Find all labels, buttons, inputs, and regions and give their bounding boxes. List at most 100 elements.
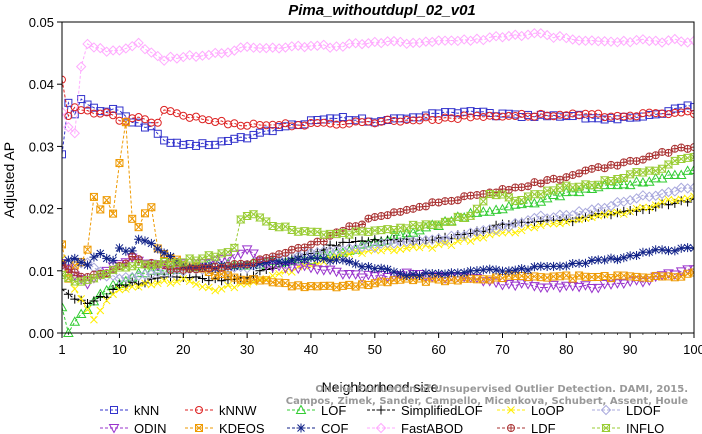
- data-point-ldf: [62, 260, 66, 269]
- data-point-lof: [477, 206, 489, 216]
- data-point-ldf: [421, 202, 430, 211]
- data-point-knn: [415, 113, 424, 122]
- data-point-cof: [529, 262, 539, 272]
- data-point-kdeos: [255, 276, 264, 285]
- data-point-loop: [466, 237, 475, 245]
- data-point-cof: [459, 268, 469, 278]
- data-point-kdeos: [383, 278, 392, 287]
- data-point-loop: [460, 235, 469, 244]
- legend-label: kNN: [134, 403, 159, 418]
- data-point-fastabod: [395, 36, 406, 48]
- data-point-inflo: [670, 156, 680, 165]
- data-point-kdeos: [536, 273, 545, 282]
- data-point-cof: [619, 253, 629, 263]
- data-point-cof: [140, 236, 150, 246]
- data-point-cof: [89, 252, 99, 262]
- series-simplifiedlof: [62, 194, 694, 308]
- data-point-odin: [292, 264, 304, 275]
- data-point-inflo: [657, 164, 667, 173]
- data-point-ldf: [255, 255, 264, 264]
- data-point-knnw: [645, 108, 654, 117]
- data-point-simplifiedlof: [600, 209, 610, 219]
- data-point-fastabod: [82, 38, 93, 50]
- data-point-knnw: [632, 112, 641, 121]
- data-point-knnw: [409, 116, 418, 125]
- data-point-knn: [77, 95, 86, 104]
- plot-frame: [61, 21, 695, 334]
- data-point-loop: [345, 250, 354, 258]
- data-point-loop: [613, 208, 622, 217]
- data-point-cof: [555, 261, 565, 271]
- data-point-simplifiedlof: [676, 196, 686, 206]
- axes: 1 10 20 30 40 50 60 70 80 90 100 0.00 0.01 0.02 0.03 0.…: [29, 15, 702, 357]
- data-point-simplifiedlof: [89, 296, 99, 306]
- data-point-loop: [90, 315, 98, 324]
- data-point-knn: [326, 114, 335, 123]
- data-point-ldf: [600, 164, 609, 173]
- data-point-kdeos: [109, 209, 118, 218]
- data-point-cof: [523, 265, 533, 275]
- data-point-ldof: [133, 270, 144, 282]
- data-point-fastabod: [586, 35, 598, 46]
- data-point-loop: [581, 214, 590, 223]
- data-point-cof: [127, 246, 137, 256]
- data-point-loop: [485, 230, 494, 239]
- data-point-loop: [415, 243, 424, 252]
- data-point-knn: [230, 134, 239, 143]
- data-point-knnw: [651, 109, 660, 118]
- data-point-lof: [522, 197, 534, 207]
- data-point-kdeos: [128, 214, 137, 223]
- data-point-loop: [524, 223, 532, 232]
- data-point-simplifiedlof: [606, 210, 616, 220]
- data-point-kdeos: [243, 276, 252, 285]
- y-tick-label: 0.05: [29, 15, 54, 30]
- data-point-odin: [305, 263, 317, 274]
- data-point-knnw: [77, 106, 86, 115]
- data-point-fastabod: [369, 36, 381, 48]
- data-point-ldof: [363, 240, 374, 252]
- data-point-ldof: [497, 220, 508, 232]
- legend-label: LDOF: [626, 403, 661, 418]
- data-point-kdeos: [555, 272, 564, 281]
- data-point-odin: [216, 254, 227, 265]
- data-point-kdeos: [581, 272, 590, 281]
- data-point-loop: [664, 195, 673, 204]
- data-point-loop: [658, 198, 666, 206]
- data-point-knnw: [89, 109, 98, 118]
- legend-item-cof: COF: [287, 421, 349, 434]
- data-point-cof: [376, 263, 386, 273]
- legend-swatch-marker: [376, 405, 386, 415]
- data-point-odin: [535, 283, 547, 293]
- data-point-lof: [62, 301, 68, 312]
- data-point-cof: [159, 248, 169, 258]
- data-point-ldf: [434, 198, 443, 207]
- data-point-cof: [344, 257, 354, 267]
- data-point-knn: [447, 108, 456, 117]
- data-point-ldf: [594, 163, 603, 172]
- data-point-cof: [280, 258, 290, 268]
- data-point-odin: [197, 259, 208, 269]
- credit-line-1: On the Evaluation of Unsupervised Outlie…: [315, 384, 688, 395]
- data-point-simplifiedlof: [95, 292, 105, 302]
- data-point-kdeos: [664, 272, 673, 281]
- data-point-knnw: [670, 108, 679, 117]
- data-point-inflo: [229, 243, 240, 252]
- data-point-ldf: [575, 169, 584, 178]
- data-point-ldof: [388, 238, 400, 249]
- credit-line-2: Campos, Zimek, Sander, Campello, Micenko…: [286, 396, 688, 407]
- data-point-lof: [631, 176, 642, 186]
- data-point-kdeos: [230, 273, 239, 282]
- data-point-ldof: [618, 196, 629, 208]
- data-point-inflo: [459, 214, 469, 223]
- data-point-ldf: [581, 166, 590, 175]
- data-point-lof: [490, 204, 502, 214]
- legend-swatch-marker: [195, 406, 203, 414]
- data-point-cof: [306, 253, 316, 263]
- data-point-cof: [363, 262, 373, 272]
- data-point-ldf: [517, 183, 526, 192]
- data-point-fastabod: [101, 46, 112, 57]
- data-point-ldf: [319, 237, 328, 246]
- data-point-knnw: [255, 120, 264, 129]
- data-point-fastabod: [676, 36, 687, 47]
